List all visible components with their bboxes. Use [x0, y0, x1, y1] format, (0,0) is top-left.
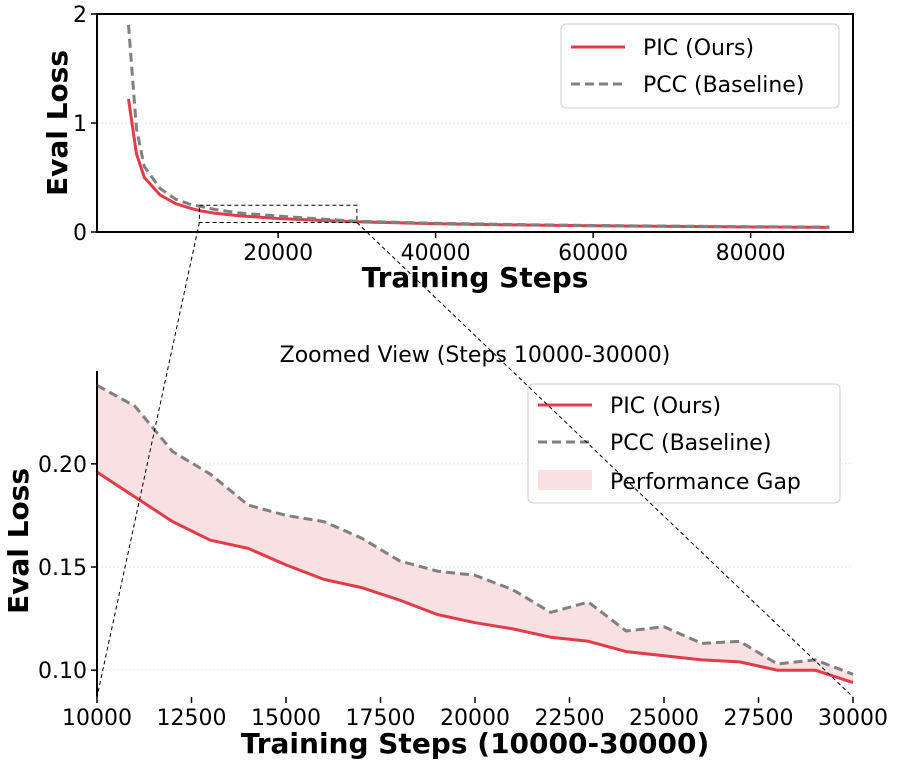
top-axis-ticks: 0 1 2 20000 40000 60000 80000: [73, 3, 786, 266]
top-x-tick-label: 40000: [401, 241, 471, 266]
zoom-x-tick-label: 30000: [818, 706, 888, 731]
zoom-chart: Zoomed View (Steps 10000-30000) 0.10 0.15…: [2, 343, 888, 760]
zoom-series-line-pcc: [96, 384, 854, 676]
zoom-legend: PIC (Ours) PCC (Baseline) Performance Ga…: [527, 383, 841, 504]
zoom-series-lines: [96, 384, 854, 685]
zoom-connector-lines: [96, 222, 854, 698]
zoom-axis-ticks: 0.10 0.15 0.20 10000 12500 15000 17500 20000 225…: [38, 453, 888, 731]
top-y-axis-label: Eval Loss: [41, 50, 74, 196]
zoom-connector-left: [96, 222, 200, 698]
zoom-x-tick-label: 25000: [629, 706, 699, 731]
zoom-legend-label-pcc: PCC (Baseline): [610, 431, 771, 456]
top-legend-label-pic: PIC (Ours): [643, 36, 754, 61]
top-x-tick-label: 80000: [716, 241, 786, 266]
top-y-tick-label: 1: [73, 112, 87, 137]
top-chart: 0 1 2 20000 40000 60000 80000 Training Steps E…: [41, 3, 854, 294]
zoom-y-tick-label: 0.15: [38, 556, 87, 581]
zoom-legend-label-gap: Performance Gap: [610, 470, 801, 495]
top-y-tick-label: 0: [73, 221, 87, 246]
zoom-y-tick-label: 0.20: [38, 453, 87, 478]
top-series-line-pcc: [127, 24, 830, 229]
top-x-tick-label: 20000: [243, 241, 313, 266]
zoom-region-box: [198, 204, 358, 224]
zoom-x-tick-label: 22500: [535, 706, 605, 731]
zoom-legend-label-pic: PIC (Ours): [610, 394, 721, 419]
zoom-x-tick-label: 17500: [346, 706, 416, 731]
zoom-series-line-pic: [96, 470, 854, 685]
zoom-x-tick-label: 10000: [62, 706, 132, 731]
top-legend-box: [560, 23, 840, 109]
zoom-x-tick-label: 15000: [251, 706, 321, 731]
top-x-axis-label: Training Steps: [362, 261, 589, 294]
zoom-x-tick-label: 20000: [440, 706, 510, 731]
zoom-x-tick-label: 12500: [157, 706, 227, 731]
top-x-tick-label: 60000: [558, 241, 628, 266]
zoom-gridlines: [97, 463, 853, 671]
top-series-line-pic: [127, 98, 830, 229]
zoom-legend-box: [527, 383, 841, 504]
top-series-lines: [127, 24, 830, 229]
top-legend: PIC (Ours) PCC (Baseline): [560, 23, 840, 109]
zoom-y-tick-label: 0.10: [38, 659, 87, 684]
zoom-chart-title: Zoomed View (Steps 10000-30000): [280, 343, 671, 368]
zoom-legend-swatch-gap: [538, 470, 592, 490]
performance-gap-fill: [97, 385, 853, 683]
top-legend-label-pcc: PCC (Baseline): [643, 73, 804, 98]
zoom-x-axis-label: Training Steps (10000-30000): [241, 727, 710, 760]
zoom-connector-right: [356, 222, 854, 698]
zoom-x-tick-label: 27500: [724, 706, 794, 731]
top-y-tick-label: 2: [73, 3, 87, 28]
zoom-y-axis-label: Eval Loss: [2, 468, 35, 614]
